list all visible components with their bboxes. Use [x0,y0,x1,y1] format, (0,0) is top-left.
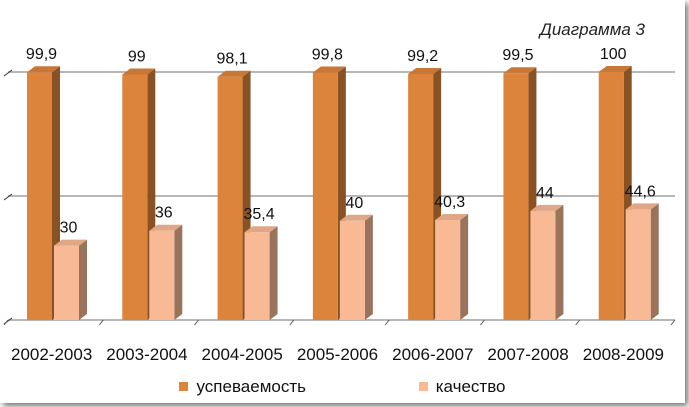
data-label: 30 [60,220,78,237]
data-label: 44 [536,185,554,202]
legend-item-progress: успеваемость [179,377,306,397]
legend-swatch-progress [179,382,189,391]
bar-progress [598,66,632,320]
legend: успеваемость качество [0,376,685,397]
gridline-edge [3,193,13,201]
bar-quality [530,204,564,320]
bar-quality [625,203,659,320]
x-tick-label: 2006-2007 [392,345,473,364]
x-tick-label: 2002-2003 [11,345,92,364]
legend-label-progress: успеваемость [196,376,306,396]
chart-title: Диаграмма 3 [539,20,645,39]
bar-quality [149,224,183,320]
bar-quality [339,214,373,320]
legend-label-quality: качество [435,376,506,396]
data-label: 100 [600,46,627,63]
category-tick [480,319,485,326]
data-label: 99,8 [312,46,343,63]
gridline-edge [3,69,13,77]
x-tick-label: 2008-2009 [583,345,664,364]
bar-layer [27,66,659,321]
data-label: 35,4 [244,206,275,223]
category-tick [194,319,199,326]
data-label: 99 [128,48,146,65]
x-tick-label: 2007-2008 [487,345,568,364]
bar-progress [503,67,537,321]
bar-quality [244,226,278,320]
bar-progress [27,66,60,320]
label-layer: 99,9 99 98,1 99,8 99,2 99,5 100 30 36 35,4 40 40,3 4… [26,46,656,237]
plot-area: 99,9 99 98,1 99,8 99,2 99,5 100 30 36 35,4 40 40,3 4… [3,46,676,364]
data-label: 98,1 [217,51,248,68]
category-tick [289,319,295,326]
data-label: 36 [155,205,173,222]
category-tick [384,319,390,326]
data-label: 99,9 [26,46,57,63]
bar-progress [312,66,346,320]
legend-swatch-quality [418,382,428,391]
category-tick [98,319,104,326]
tick-layer: 2002-2003 2003-2004 2004-2005 2005-2006 2006… [11,345,664,364]
bar-quality [435,214,469,320]
category-tick [575,319,581,326]
data-label: 40,3 [434,194,465,211]
legend-item-quality: качество [418,376,506,397]
x-tick-label: 2003-2004 [106,345,187,364]
category-tick [3,319,9,326]
data-label: 44,6 [625,183,656,200]
x-tick-label: 2005-2006 [297,345,378,364]
data-label: 40 [345,195,363,212]
bar-quality [54,239,87,320]
x-tick-label: 2004-2005 [202,345,283,364]
category-tick [670,319,676,326]
data-label: 99,5 [502,47,533,64]
data-label: 99,2 [407,48,438,65]
